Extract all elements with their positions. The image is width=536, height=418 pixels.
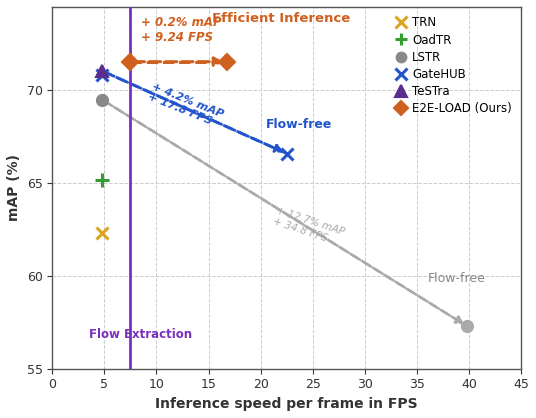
Text: Flow-free: Flow-free <box>427 272 485 285</box>
Text: Flow-free: Flow-free <box>266 118 332 131</box>
X-axis label: Inference speed per frame in FPS: Inference speed per frame in FPS <box>155 397 418 411</box>
Text: + 4.2% mAP
+ 17.8 FPS: + 4.2% mAP + 17.8 FPS <box>146 81 225 130</box>
Text: Efficient Inference: Efficient Inference <box>212 12 351 25</box>
Text: + 12.7% mAP
+ 34.8 FPS: + 12.7% mAP + 34.8 FPS <box>271 206 346 248</box>
Legend: TRN, OadTR, LSTR, GateHUB, TeSTra, E2E-LOAD (Ours): TRN, OadTR, LSTR, GateHUB, TeSTra, E2E-L… <box>392 13 515 119</box>
Text: + 0.2% mAP
+ 9.24 FPS: + 0.2% mAP + 9.24 FPS <box>141 16 221 44</box>
Y-axis label: mAP (%): mAP (%) <box>7 154 21 222</box>
Text: Flow Extraction: Flow Extraction <box>88 328 192 341</box>
